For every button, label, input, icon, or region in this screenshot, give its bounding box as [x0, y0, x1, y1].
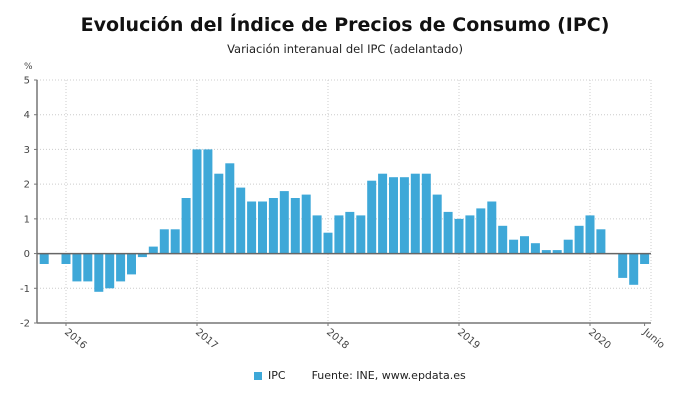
- bar-2018-06: [378, 173, 388, 254]
- bar-2017-01: [192, 149, 202, 254]
- y-tick-label: -1: [20, 284, 30, 295]
- bar-2018-04: [356, 215, 366, 254]
- bar-2020-01: [585, 215, 595, 254]
- legend-label-ipc: IPC: [268, 369, 286, 382]
- bar-2016-01: [61, 253, 71, 264]
- bar-2017-06: [247, 201, 257, 254]
- y-tick-label: 3: [24, 145, 30, 156]
- y-axis-unit: %: [24, 62, 33, 72]
- bar-2017-07: [258, 201, 267, 254]
- x-tick-label: 2020: [586, 327, 613, 352]
- bar-2019-06: [509, 239, 519, 254]
- bar-2020-06: [640, 253, 650, 264]
- y-tick-label: 1: [24, 214, 30, 225]
- axes: [36, 80, 651, 324]
- bar-2019-04: [487, 201, 497, 254]
- bar-2016-08: [137, 253, 147, 258]
- bar-2018-09: [410, 173, 420, 254]
- bar-2017-05: [236, 187, 246, 254]
- bar-2016-06: [116, 253, 126, 282]
- bar-2019-09: [541, 250, 551, 254]
- bar-2020-02: [596, 229, 606, 254]
- bar-2020-05: [629, 253, 639, 285]
- legend-swatch-icon: [254, 371, 262, 380]
- y-tick-label: 5: [24, 76, 30, 87]
- bar-2019-05: [498, 225, 508, 254]
- x-tick-label: 2018: [324, 327, 351, 352]
- bar-2018-12: [443, 211, 453, 254]
- bar-2019-12: [574, 225, 584, 254]
- bar-2017-10: [290, 198, 300, 254]
- y-tick-label: -2: [20, 319, 30, 330]
- bar-2016-05: [105, 253, 115, 289]
- bar-2016-12: [181, 198, 191, 254]
- bar-2016-07: [127, 253, 136, 275]
- x-tick-label: 2017: [193, 327, 220, 352]
- bar-2016-03: [83, 253, 93, 282]
- bar-2017-04: [225, 163, 235, 254]
- x-tick-label: 2019: [455, 327, 482, 352]
- y-tick-label: 2: [24, 180, 30, 191]
- bar-2018-05: [367, 180, 377, 254]
- bar-2015-11: [39, 253, 49, 264]
- bar-2018-07: [389, 177, 398, 254]
- bar-2017-02: [203, 149, 213, 254]
- bar-2016-02: [72, 253, 82, 282]
- bar-2018-03: [345, 211, 355, 254]
- bar-2019-08: [530, 243, 540, 254]
- x-tick-label: 2016: [62, 327, 89, 352]
- bar-2017-12: [312, 215, 322, 254]
- bar-2019-11: [563, 239, 573, 254]
- bar-2017-03: [214, 173, 224, 254]
- bar-series-ipc: [39, 149, 650, 292]
- bar-2017-08: [268, 198, 278, 254]
- bar-2019-10: [552, 250, 562, 254]
- legend: IPC Fuente: INE, www.epdata.es: [254, 369, 466, 382]
- chart-title: Evolución del Índice de Precios de Consu…: [80, 14, 610, 36]
- bar-2016-10: [159, 229, 169, 254]
- bar-2019-03: [476, 208, 486, 254]
- bar-2016-09: [148, 246, 158, 254]
- bar-2018-02: [334, 215, 344, 254]
- bar-2020-04: [618, 253, 628, 278]
- bar-2017-09: [279, 191, 289, 254]
- y-tick-label: 0: [24, 249, 30, 260]
- bar-2017-11: [301, 194, 311, 254]
- bar-2016-04: [94, 253, 104, 292]
- x-tick-label: Junio: [640, 326, 667, 351]
- bar-2019-07: [520, 236, 529, 254]
- x-axis-ticks: 2016 2017 2018 2019 2020 Junio: [62, 323, 667, 352]
- gridlines: [37, 79, 652, 324]
- bar-2016-11: [170, 229, 180, 254]
- y-tick-label: 4: [24, 110, 30, 121]
- bar-2018-01: [323, 232, 333, 254]
- bar-2018-11: [432, 194, 442, 254]
- bar-2019-02: [465, 215, 475, 254]
- bar-2019-01: [454, 218, 464, 254]
- bar-2018-10: [421, 173, 431, 254]
- source-note: Fuente: INE, www.epdata.es: [311, 369, 466, 382]
- chart-subtitle: Variación interanual del IPC (adelantado…: [227, 42, 463, 56]
- y-axis-ticks: 5 4 3 2 1 0 -1 -2: [20, 76, 37, 330]
- bar-2018-08: [399, 177, 409, 254]
